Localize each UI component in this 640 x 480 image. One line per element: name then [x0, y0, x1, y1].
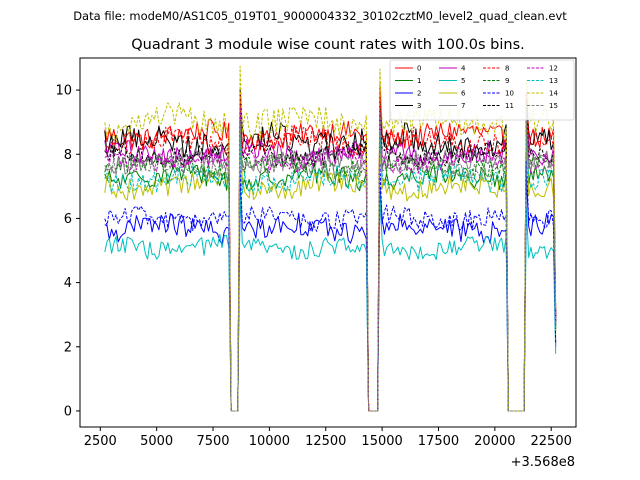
y-axis: 0 2 4 6 8 10 — [55, 84, 80, 419]
x-tick-label: 22500 — [531, 434, 572, 449]
legend-label-5: 5 — [461, 77, 465, 85]
series-line-14 — [104, 65, 557, 412]
series-line-9 — [104, 115, 557, 412]
series-line-13 — [104, 130, 557, 412]
series-line-10 — [104, 160, 557, 412]
x-tick-label: 15000 — [361, 434, 402, 449]
legend-label-2: 2 — [417, 90, 421, 98]
legend-label-1: 1 — [417, 77, 421, 85]
legend-label-9: 9 — [505, 77, 509, 85]
legend-label-13: 13 — [549, 77, 558, 85]
y-tick-label: 0 — [64, 404, 72, 419]
legend-label-3: 3 — [417, 102, 421, 110]
series-line-0 — [104, 84, 557, 412]
series-line-11 — [104, 100, 557, 412]
legend-label-7: 7 — [461, 102, 465, 110]
y-tick-label: 8 — [64, 148, 72, 163]
x-tick-label: 5000 — [140, 434, 173, 449]
x-tick-label: 2500 — [84, 434, 117, 449]
y-tick-label: 4 — [64, 276, 72, 291]
legend-label-6: 6 — [461, 90, 466, 98]
legend-label-0: 0 — [417, 65, 421, 73]
y-tick-label: 10 — [55, 84, 72, 99]
legend-label-15: 15 — [549, 102, 558, 110]
legend-label-4: 4 — [461, 65, 466, 73]
legend-label-14: 14 — [549, 90, 558, 98]
legend-label-8: 8 — [505, 65, 509, 73]
series-line-12 — [104, 106, 557, 412]
legend-label-12: 12 — [549, 65, 558, 73]
x-tick-label: 12500 — [305, 434, 346, 449]
chart-suptitle: Data file: modeM0/AS1C05_019T01_90000043… — [73, 9, 567, 23]
chart-title: Quadrant 3 module wise count rates with … — [131, 37, 525, 53]
x-tick-label: 17500 — [418, 434, 459, 449]
x-tick-label: 7500 — [196, 434, 229, 449]
series-layer — [104, 65, 557, 412]
series-line-15 — [104, 109, 557, 412]
x-offset-label: +3.568e8 — [511, 455, 575, 470]
y-tick-label: 6 — [64, 212, 72, 227]
x-axis: 2500 5000 7500 10000 12500 15000 17500 20000 225… — [84, 427, 572, 449]
plot-frame — [79, 57, 577, 428]
series-line-7 — [104, 109, 557, 412]
series-line-5 — [104, 191, 557, 412]
legend-label-11: 11 — [505, 102, 514, 110]
y-tick-label: 2 — [64, 340, 72, 355]
series-line-6 — [104, 128, 557, 412]
x-tick-label: 10000 — [249, 434, 290, 449]
series-line-1 — [104, 120, 557, 412]
x-tick-label: 20000 — [474, 434, 515, 449]
series-line-8 — [104, 91, 557, 412]
legend-label-10: 10 — [505, 90, 514, 98]
